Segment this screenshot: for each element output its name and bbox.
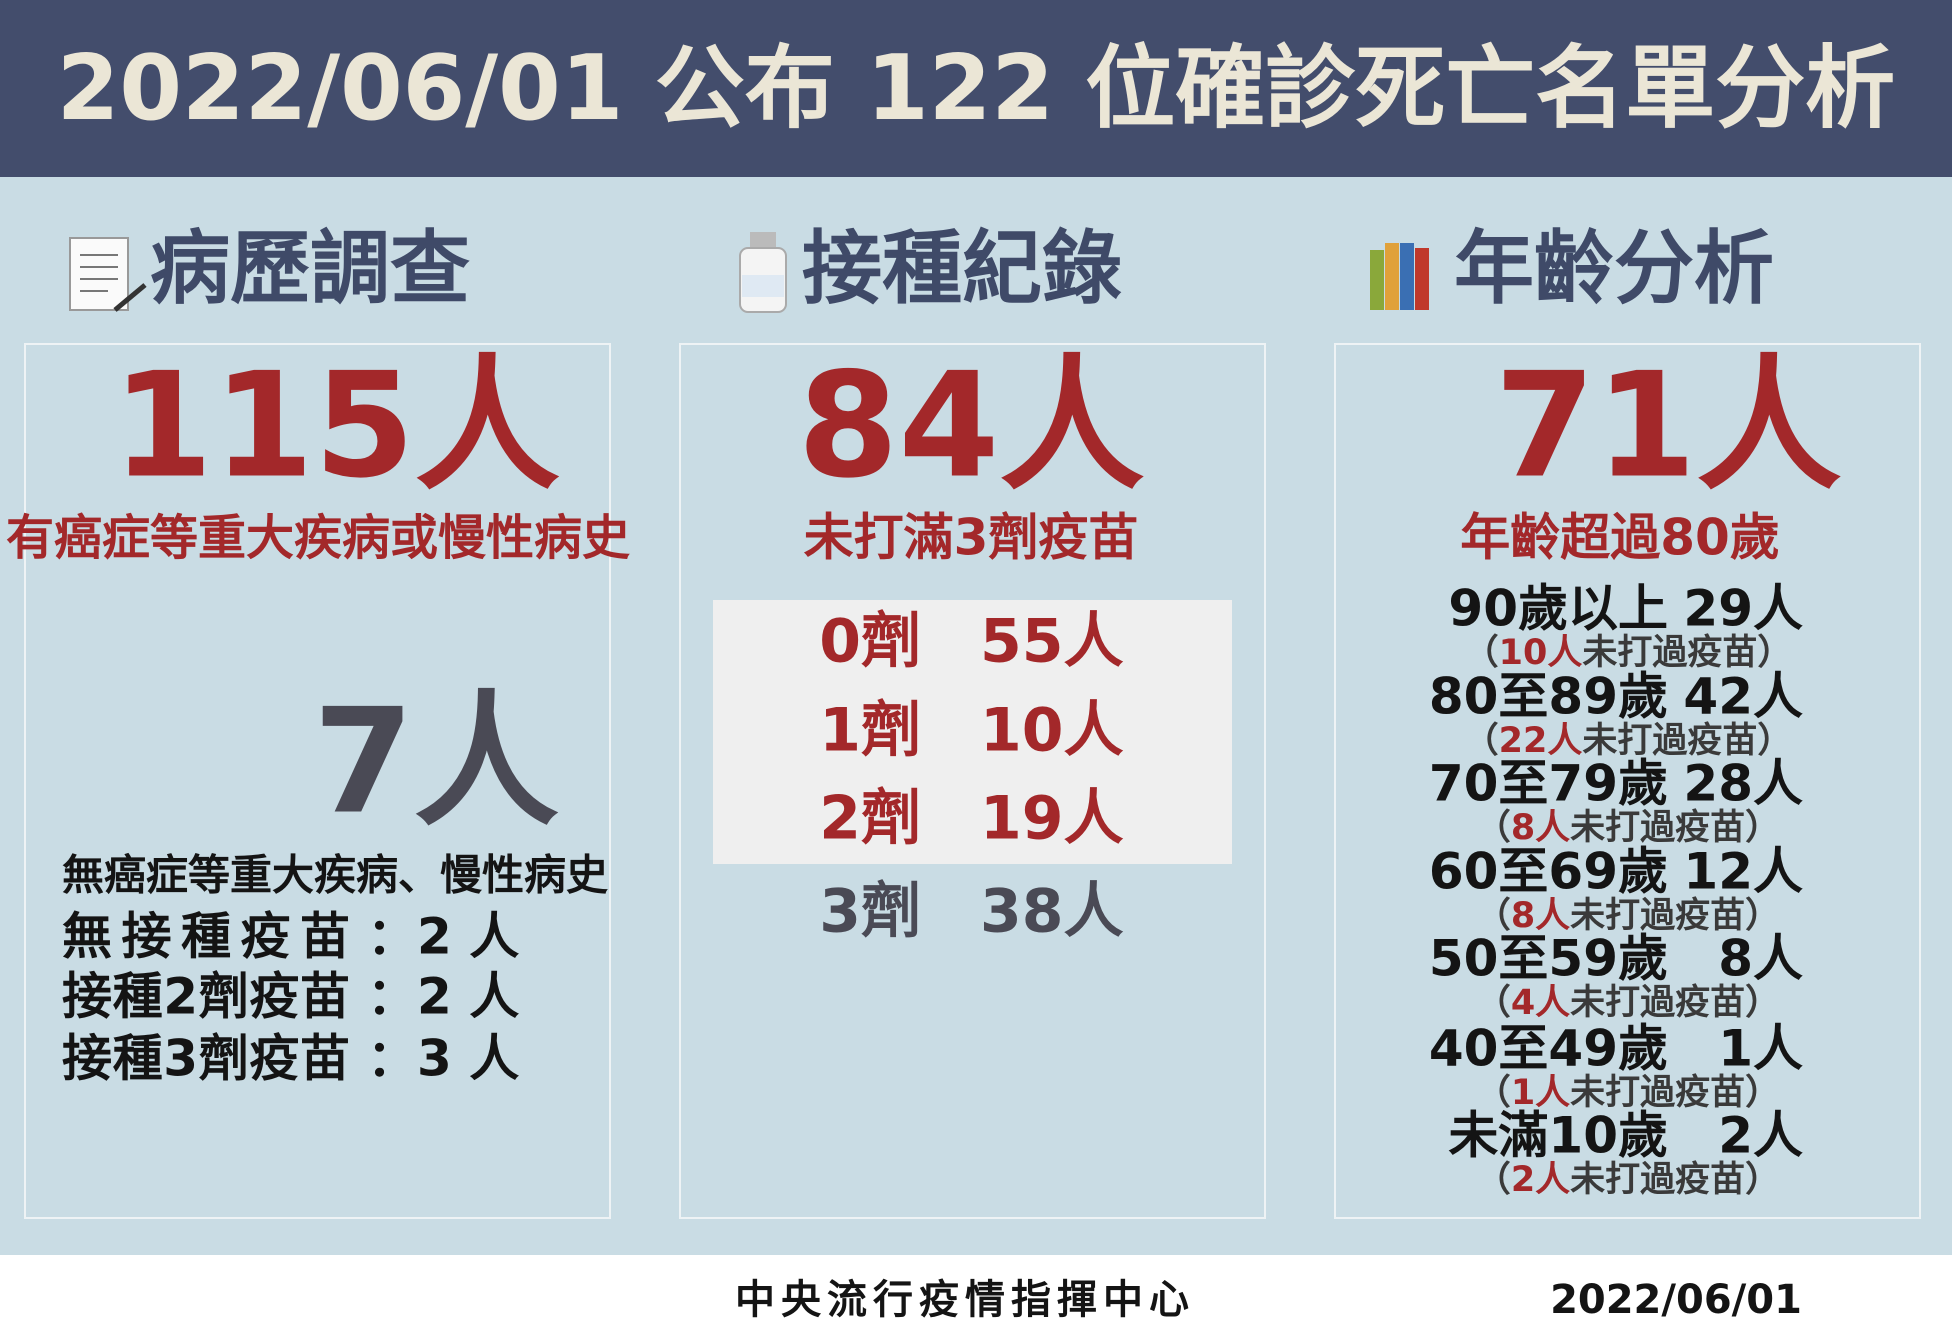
- unvaccinated-note: （2人未打過疫苗）: [1476, 1160, 1780, 1200]
- panel: [24, 343, 611, 1219]
- note-open: （: [1476, 896, 1511, 936]
- age-count: 8人: [1718, 930, 1803, 988]
- dose-label: 2劑: [819, 784, 921, 854]
- main-count: 71人: [1495, 342, 1842, 511]
- age-group: 80至89歲: [1429, 668, 1668, 726]
- unvaccinated-note: （4人未打過疫苗）: [1476, 983, 1780, 1023]
- main-caption: 有癌症等重大疾病或慢性病史: [6, 510, 630, 566]
- note-unvaccinated: 22人: [1499, 721, 1583, 761]
- age-group: 未滿10歲: [1448, 1107, 1668, 1165]
- main-caption: 年齡超過80歲: [1460, 509, 1780, 567]
- note-rest: 未打過疫苗）: [1570, 808, 1780, 848]
- line-value: ：2 人: [367, 968, 519, 1026]
- note-rest: 未打過疫苗）: [1570, 1073, 1780, 1113]
- unvaccinated-note: （8人未打過疫苗）: [1476, 808, 1780, 848]
- age-count: 1人: [1718, 1020, 1803, 1078]
- line-value: ：3 人: [367, 1030, 519, 1088]
- dose-label: 3劑: [819, 877, 921, 947]
- dose-count: 55人: [980, 607, 1124, 677]
- age-group: 50至59歲: [1429, 930, 1668, 988]
- note-rest: 未打過疫苗）: [1570, 1160, 1780, 1200]
- document-icon: [69, 237, 147, 312]
- unvaccinated-note: （22人未打過疫苗）: [1464, 721, 1793, 761]
- dose-count: 10人: [980, 696, 1124, 766]
- age-count: 2人: [1718, 1107, 1803, 1165]
- line-label: 接種3劑疫苗: [62, 1030, 350, 1088]
- age-count: 29人: [1683, 580, 1803, 638]
- panel: [679, 343, 1266, 1219]
- note-unvaccinated: 8人: [1511, 808, 1570, 848]
- footer-agency: 中央流行疫情指揮中心: [735, 1277, 1195, 1323]
- note-unvaccinated: 4人: [1511, 983, 1570, 1023]
- note-rest: 未打過疫苗）: [1570, 896, 1780, 936]
- section-heading: 接種紀錄: [802, 222, 1122, 315]
- age-group: 90歲以上: [1448, 580, 1668, 638]
- main-count: 84人: [798, 342, 1145, 511]
- unvaccinated-note: （8人未打過疫苗）: [1476, 896, 1780, 936]
- note-unvaccinated: 10人: [1499, 633, 1583, 673]
- note-rest: 未打過疫苗）: [1582, 633, 1792, 673]
- note-open: （: [1476, 983, 1511, 1023]
- section-heading: 年齡分析: [1454, 222, 1774, 315]
- footer-date: 2022/06/01: [1550, 1277, 1802, 1323]
- age-count: 42人: [1683, 668, 1803, 726]
- dose-label: 1劑: [819, 696, 921, 766]
- line-value: ：2 人: [367, 908, 519, 966]
- note-rest: 未打過疫苗）: [1582, 721, 1792, 761]
- unvaccinated-note: （1人未打過疫苗）: [1476, 1073, 1780, 1113]
- note-unvaccinated: 8人: [1511, 896, 1570, 936]
- note-open: （: [1464, 633, 1499, 673]
- note-open: （: [1476, 808, 1511, 848]
- vaccine-icon: [739, 232, 787, 313]
- age-group: 70至79歲: [1429, 755, 1668, 813]
- main-caption: 未打滿3劑疫苗: [804, 509, 1139, 567]
- section-heading: 病歷調查: [150, 222, 470, 315]
- note-open: （: [1464, 721, 1499, 761]
- books-icon: [1370, 243, 1429, 310]
- line-label: 無接種疫苗: [62, 908, 350, 966]
- age-count: 12人: [1683, 843, 1803, 901]
- panel: [1334, 343, 1921, 1219]
- header-bar: [0, 0, 1952, 177]
- note-unvaccinated: 2人: [1511, 1160, 1570, 1200]
- secondary-caption: 無癌症等重大疾病、慢性病史: [62, 851, 608, 900]
- dose-count: 19人: [980, 784, 1124, 854]
- note-unvaccinated: 1人: [1511, 1073, 1570, 1113]
- dose-count: 38人: [980, 877, 1124, 947]
- title: 2022/06/01 公布 122 位確診死亡名單分析: [57, 36, 1896, 141]
- note-rest: 未打過疫苗）: [1570, 983, 1780, 1023]
- line-label: 接種2劑疫苗: [62, 968, 350, 1026]
- note-open: （: [1476, 1073, 1511, 1113]
- age-group: 60至69歲: [1429, 843, 1668, 901]
- main-count: 115人: [112, 342, 560, 511]
- dose-label: 0劑: [819, 607, 921, 677]
- note-open: （: [1476, 1160, 1511, 1200]
- footer-bar: [0, 1255, 1952, 1342]
- age-group: 40至49歲: [1429, 1020, 1668, 1078]
- age-count: 28人: [1683, 755, 1803, 813]
- secondary-count: 7人: [313, 678, 559, 847]
- unvaccinated-note: （10人未打過疫苗）: [1464, 633, 1793, 673]
- dose-panel: [713, 600, 1232, 864]
